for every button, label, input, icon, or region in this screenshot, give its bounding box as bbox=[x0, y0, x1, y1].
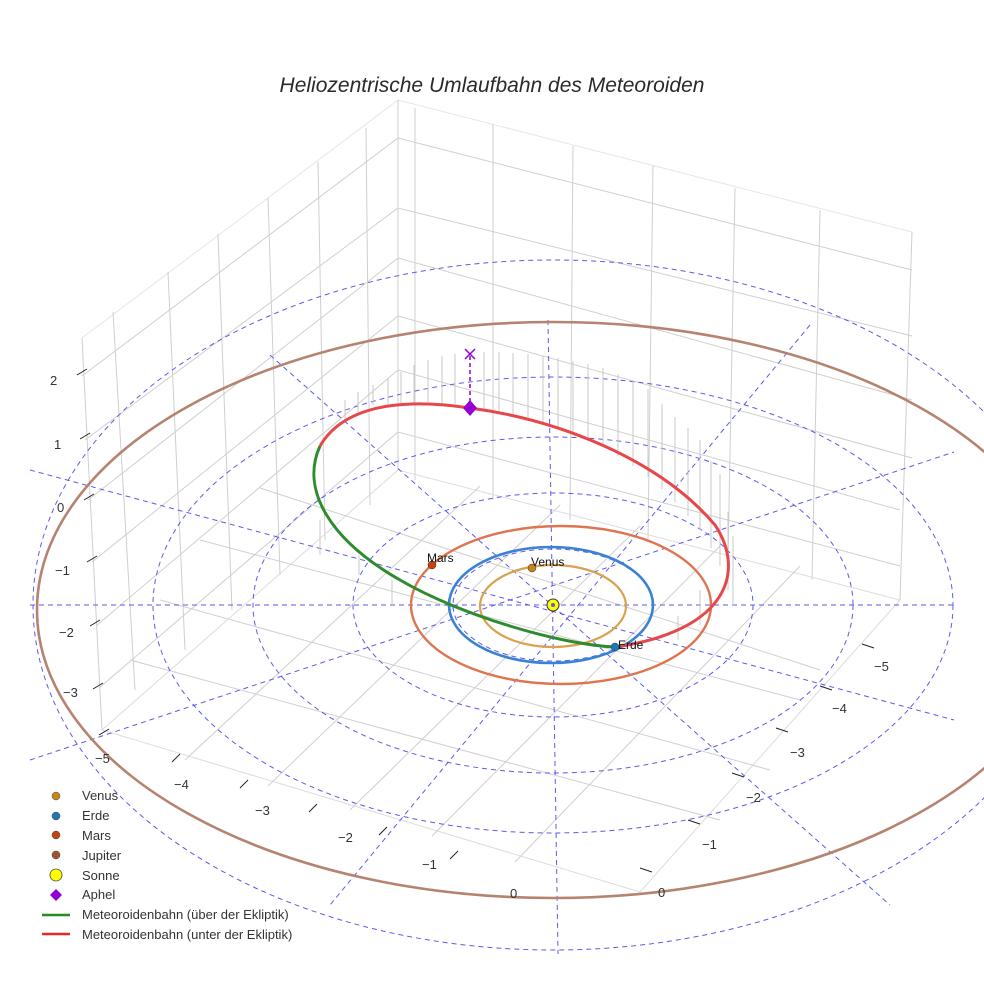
svg-text:−4: −4 bbox=[174, 777, 189, 792]
legend-label: Mars bbox=[82, 827, 111, 843]
legend-item-path-below[interactable]: Meteoroidenbahn (unter der Ekliptik) bbox=[36, 925, 292, 945]
svg-text:−1: −1 bbox=[422, 857, 437, 872]
legend-item-sonne[interactable]: Sonne bbox=[36, 865, 292, 885]
svg-text:−4: −4 bbox=[832, 701, 847, 716]
legend-item-erde[interactable]: Erde bbox=[36, 806, 292, 826]
meteoroid-path-below bbox=[318, 402, 730, 649]
aphel-marker[interactable] bbox=[463, 400, 477, 416]
venus-orbit bbox=[478, 563, 628, 649]
red-line-icon bbox=[42, 933, 70, 936]
svg-text:0: 0 bbox=[57, 500, 64, 515]
svg-text:−2: −2 bbox=[59, 625, 74, 640]
chart-title: Heliozentrische Umlaufbahn des Meteoroid… bbox=[279, 74, 705, 97]
z-axis-tick-labels: 2 1 0 −1 −2 −3 bbox=[50, 373, 78, 700]
meteoroid-path-above bbox=[312, 445, 617, 649]
svg-text:2: 2 bbox=[50, 373, 57, 388]
svg-text:−1: −1 bbox=[55, 563, 70, 578]
y-axis-tick-labels: −5 −4 −3 −2 −1 0 bbox=[658, 659, 889, 900]
jupiter-circle-icon bbox=[51, 851, 61, 860]
x-axis-tick-labels: −5 −4 −3 −2 −1 0 bbox=[95, 751, 517, 901]
legend-label: Aphel bbox=[82, 887, 116, 903]
x-axis bbox=[171, 753, 459, 860]
svg-text:−5: −5 bbox=[874, 659, 889, 674]
sonne-circle-icon bbox=[49, 868, 63, 882]
svg-text:1: 1 bbox=[54, 437, 61, 452]
y-axis bbox=[639, 643, 875, 873]
box-grid bbox=[81, 99, 913, 893]
mars-label: Mars bbox=[427, 551, 454, 565]
mars-orbit bbox=[409, 524, 713, 686]
legend-item-jupiter[interactable]: Jupiter bbox=[36, 845, 292, 865]
mars-marker[interactable] bbox=[427, 560, 437, 570]
svg-text:−1: −1 bbox=[702, 837, 717, 852]
legend: Venus Erde Mars Jupiter Sonne Aphel Mete… bbox=[36, 786, 292, 944]
z-axis bbox=[76, 368, 110, 736]
erde-label: Erde bbox=[618, 638, 644, 652]
legend-label: Venus bbox=[82, 788, 119, 804]
legend-label: Meteoroidenbahn (über der Ekliptik) bbox=[82, 907, 289, 923]
legend-label: Jupiter bbox=[82, 847, 122, 863]
svg-text:−3: −3 bbox=[63, 685, 78, 700]
legend-item-mars[interactable]: Mars bbox=[36, 826, 292, 846]
svg-text:−5: −5 bbox=[95, 751, 110, 766]
venus-label: Venus bbox=[531, 555, 564, 569]
green-line-icon bbox=[42, 913, 70, 916]
svg-text:0: 0 bbox=[658, 885, 665, 900]
sun-core-icon bbox=[551, 603, 555, 607]
svg-text:−2: −2 bbox=[338, 830, 353, 845]
legend-item-venus[interactable]: Venus bbox=[36, 786, 292, 806]
mars-circle-icon bbox=[51, 831, 61, 840]
aphel-projection-x-icon bbox=[464, 348, 476, 360]
erde-circle-icon bbox=[51, 811, 61, 820]
legend-item-path-above[interactable]: Meteoroidenbahn (über der Ekliptik) bbox=[36, 905, 292, 925]
venus-marker[interactable] bbox=[527, 563, 537, 573]
svg-text:0: 0 bbox=[510, 886, 517, 901]
legend-label: Sonne bbox=[82, 867, 120, 883]
svg-text:−2: −2 bbox=[746, 790, 761, 805]
svg-text:−3: −3 bbox=[790, 745, 805, 760]
aphel-diamond-icon bbox=[50, 888, 62, 901]
jupiter-orbit bbox=[35, 320, 984, 900]
legend-label: Erde bbox=[82, 808, 110, 824]
legend-item-aphel[interactable]: Aphel bbox=[36, 885, 292, 905]
legend-label: Meteoroidenbahn (unter der Ekliptik) bbox=[82, 926, 293, 942]
drop-lines bbox=[319, 352, 734, 640]
erde-marker[interactable] bbox=[610, 642, 620, 652]
venus-circle-icon bbox=[51, 791, 61, 801]
svg-text:−3: −3 bbox=[255, 803, 270, 818]
